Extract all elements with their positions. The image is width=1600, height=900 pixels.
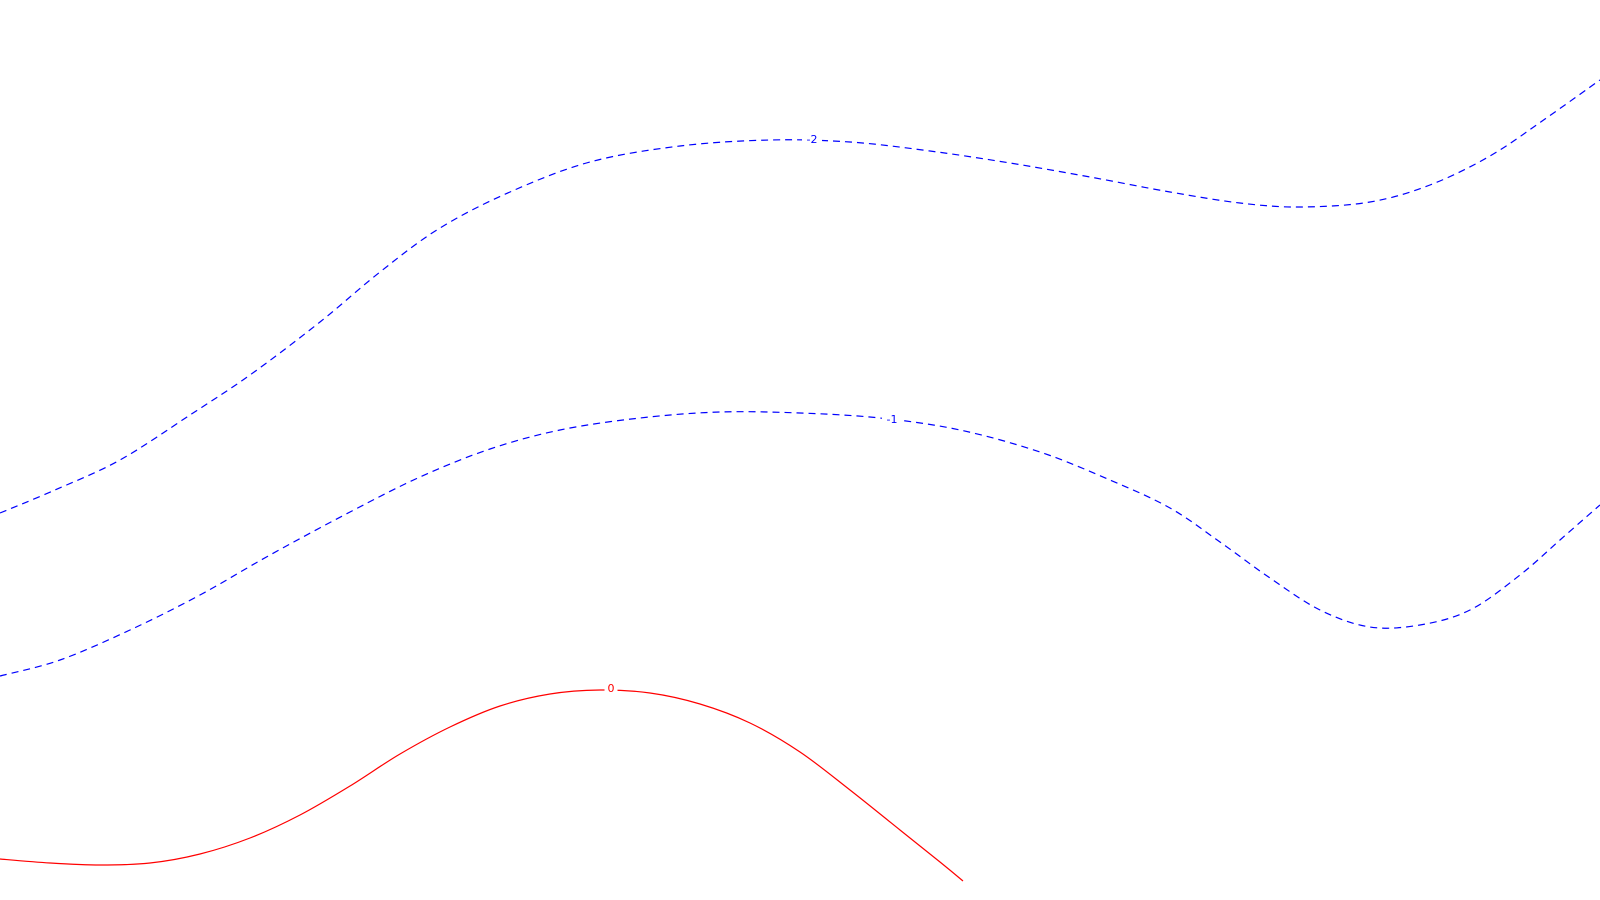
contour-label-level-neg1: -1 (887, 413, 898, 426)
contour-label-background (882, 413, 902, 427)
contour-label-level-0: 0 (608, 682, 615, 695)
contour-label-background (802, 133, 822, 147)
contour-lines (0, 79, 1600, 882)
contour-label-background (604, 682, 618, 696)
contour-labels: -2 -1 0 (604, 133, 902, 696)
contour-line-level-neg2 (0, 79, 1600, 514)
contour-line-level-neg1 (0, 411, 1600, 677)
contour-label-level-neg2: -2 (807, 133, 818, 146)
contour-line-level-0 (0, 689, 964, 882)
